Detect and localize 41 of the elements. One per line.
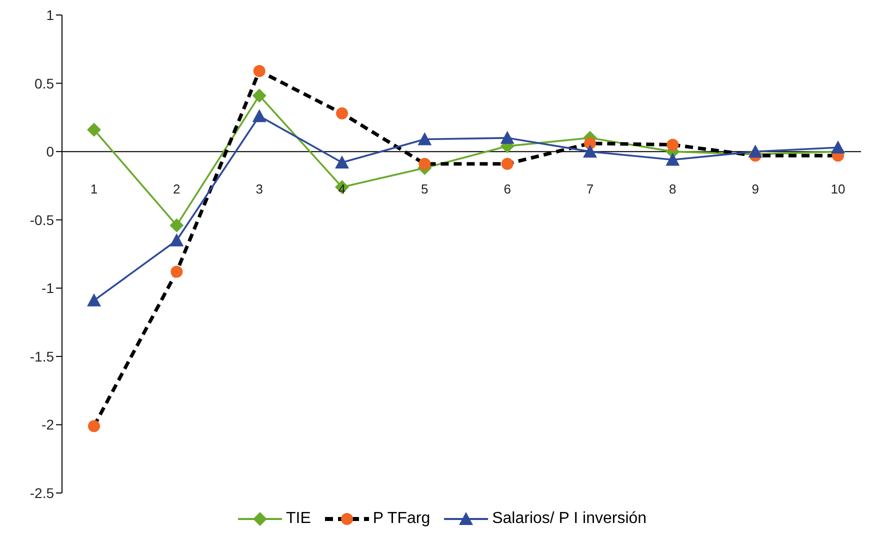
point	[666, 138, 679, 151]
point	[748, 144, 762, 158]
point	[336, 107, 348, 120]
x-tick-label: 9	[752, 182, 759, 197]
point	[500, 130, 514, 144]
x-tick-label: 1	[90, 182, 98, 197]
y-tick-label: -1.5	[30, 348, 54, 364]
x-tick-label: 3	[256, 182, 263, 197]
point	[170, 218, 184, 232]
x-tick-label: 4	[338, 182, 346, 197]
point	[170, 266, 183, 278]
y-tick-label: 0	[46, 144, 54, 160]
point	[418, 158, 431, 170]
point	[335, 155, 349, 168]
point	[87, 293, 101, 306]
x-tick-label: 7	[586, 182, 594, 197]
legend-label: Salarios/ P I inversión	[491, 510, 647, 528]
x-tick-label: 10	[830, 182, 846, 197]
point	[87, 122, 101, 137]
x-tick-label: 6	[504, 182, 511, 197]
point	[253, 64, 266, 77]
legend-label: P TFarg	[372, 510, 430, 528]
x-tick-label: 8	[669, 182, 676, 197]
point	[418, 132, 432, 146]
point	[583, 144, 597, 158]
point	[501, 158, 514, 170]
point	[170, 233, 184, 246]
point	[88, 420, 100, 432]
y-tick-label: -2.5	[30, 484, 54, 501]
point	[831, 140, 845, 154]
x-tick-label: 2	[173, 182, 180, 197]
y-tick-label: -2	[42, 416, 54, 433]
y-tick-label: 1	[46, 6, 54, 23]
y-tick-label: -0.5	[30, 212, 54, 228]
point	[666, 152, 680, 166]
legend-label: TIE	[285, 510, 311, 528]
y-tick-label: 0.5	[34, 75, 54, 92]
point	[252, 88, 266, 103]
point	[252, 109, 266, 122]
x-tick-label: 5	[421, 182, 428, 197]
y-tick-label: -1	[42, 280, 54, 296]
